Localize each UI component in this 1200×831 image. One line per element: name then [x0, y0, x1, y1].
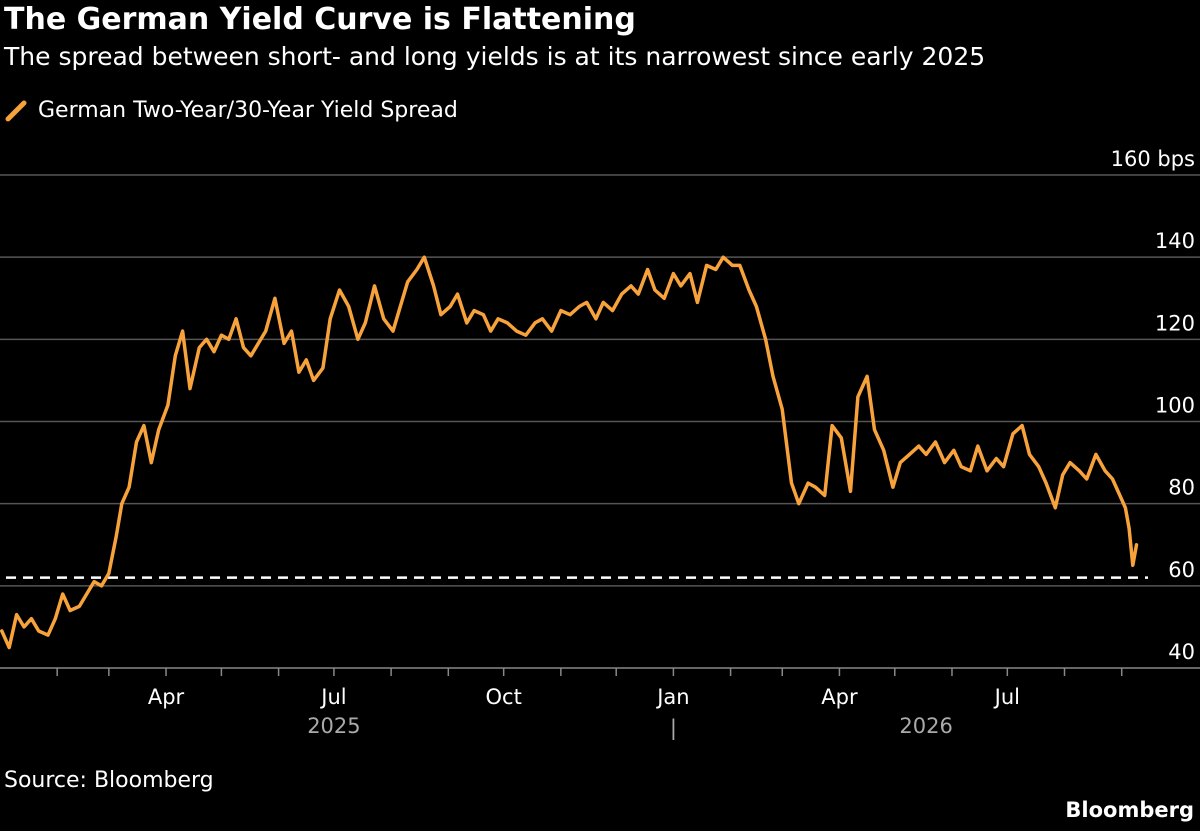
x-tick-label: Jul	[993, 685, 1020, 709]
x-tick-label: Oct	[486, 685, 522, 709]
x-tick-label: Apr	[821, 685, 858, 709]
source-note: Source: Bloomberg	[4, 768, 214, 793]
line-chart: Apr Jul Oct Jan Apr Jul 2025 2026 | 40 60 80 100 120…	[0, 147, 1200, 741]
legend: German Two-Year/30-Year Yield Spread	[4, 98, 458, 123]
series-group	[0, 255, 1139, 650]
x-year-label: 2025	[307, 714, 360, 738]
y-tick-label: 160 bps	[1111, 147, 1195, 171]
x-year-separator: |	[670, 716, 677, 741]
chart-subtitle: The spread between short- and long yield…	[4, 42, 986, 71]
x-year-label: 2026	[899, 714, 952, 738]
legend-swatch-stroke	[5, 100, 27, 121]
x-axis: Apr Jul Oct Jan Apr Jul 2025 2026 |	[0, 667, 1200, 741]
bloomberg-logo: Bloomberg	[1065, 798, 1194, 822]
legend-line-icon	[5, 100, 27, 121]
x-tick-label: Jul	[319, 685, 346, 709]
gridlines	[0, 174, 1200, 587]
legend-label: German Two-Year/30-Year Yield Spread	[38, 98, 458, 123]
x-tick-label: Apr	[148, 685, 185, 709]
y-tick-label: 60	[1168, 558, 1195, 582]
series-line	[0, 255, 1139, 650]
y-tick-label: 100	[1155, 394, 1195, 418]
chart-title: The German Yield Curve is Flattening	[4, 2, 636, 37]
y-tick-label: 140	[1155, 229, 1195, 253]
y-tick-label: 120	[1155, 311, 1195, 335]
y-tick-label: 80	[1168, 476, 1195, 500]
y-axis: 40 60 80 100 120 140 160 bps	[1111, 147, 1195, 664]
x-tick-label: Jan	[655, 685, 689, 709]
y-tick-label: 40	[1168, 640, 1195, 664]
